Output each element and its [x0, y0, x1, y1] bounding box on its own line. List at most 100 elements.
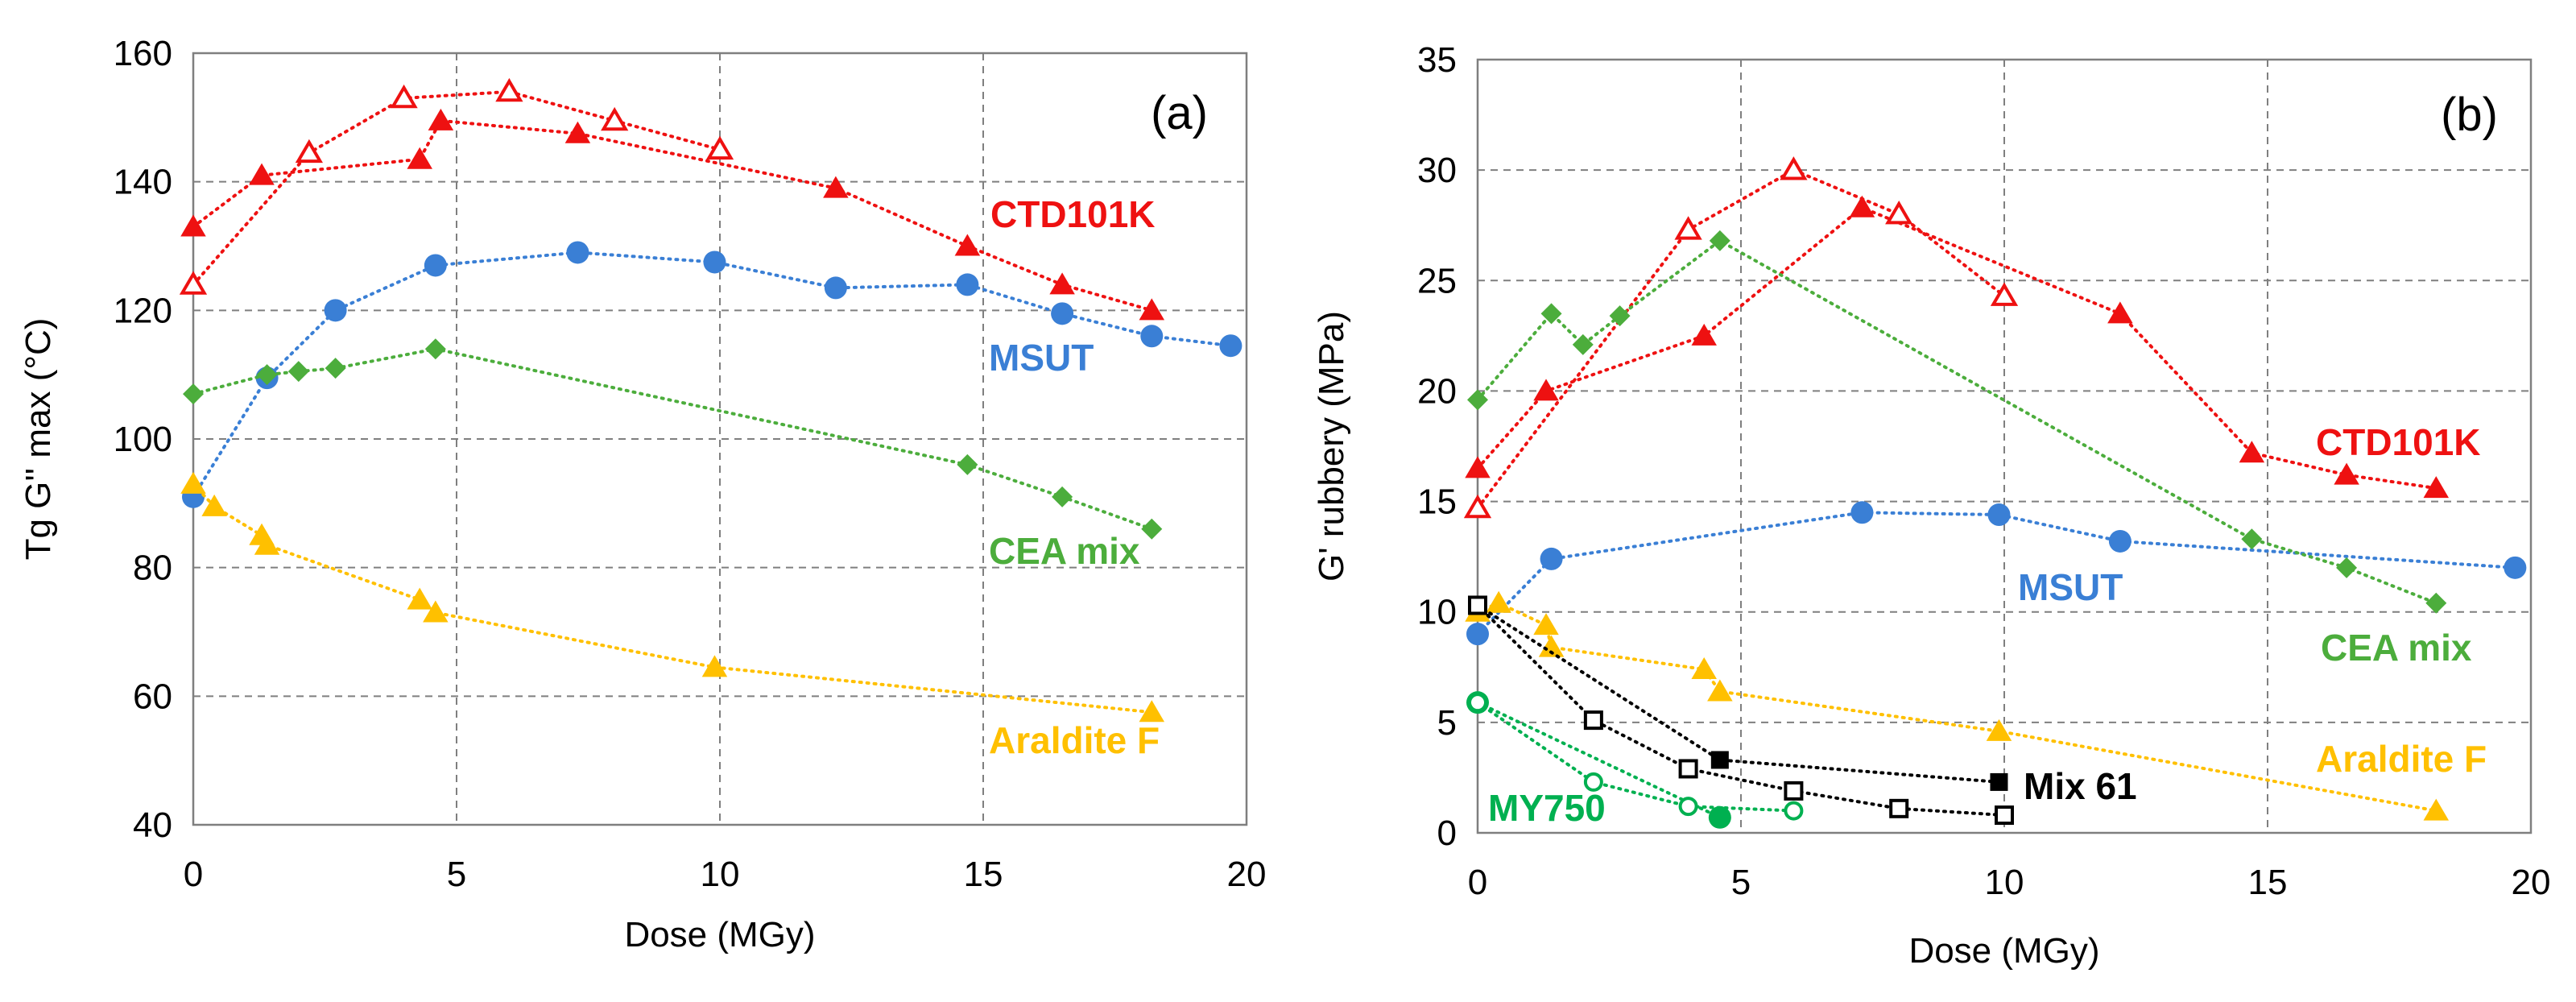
data-point: [1986, 718, 2012, 741]
data-point: [703, 250, 726, 274]
series-label: Araldite F: [989, 719, 1160, 761]
data-point: [705, 135, 734, 160]
data-point: [1691, 323, 1717, 346]
data-point: [407, 587, 432, 610]
chart-panel-a: 40 60 80 100 120 140 160 0 5 10 15 20 Dose (MGy) Tg G…: [19, 34, 1266, 954]
y-tick-label: 35: [1417, 40, 1457, 80]
series-line: [1476, 511, 2517, 636]
data-point: [2336, 557, 2358, 578]
x-tick-label: 5: [1731, 863, 1751, 902]
y-tick-label: 140: [114, 163, 172, 202]
data-point: [1140, 325, 1164, 348]
series-line: [1476, 601, 2438, 813]
data-point: [1049, 272, 1075, 295]
series-label: Mix 61: [2024, 765, 2137, 807]
data-point: [2334, 462, 2359, 485]
data-point: [1572, 333, 1594, 355]
series-label: CEA mix: [989, 530, 1140, 572]
y-tick-label: 15: [1417, 482, 1457, 522]
data-point: [954, 234, 981, 256]
y-tick-label: 30: [1417, 151, 1457, 190]
y-tick-label: 40: [133, 805, 172, 845]
data-point: [249, 163, 275, 185]
data-point: [956, 273, 979, 296]
series-line: [192, 482, 1154, 714]
series-label: MSUT: [989, 337, 1094, 379]
data-point: [1987, 503, 2011, 527]
data-point: [1139, 700, 1165, 723]
series-label: CTD101K: [990, 193, 1156, 235]
data-point: [1710, 751, 1729, 769]
data-point: [2423, 476, 2450, 499]
data-point: [1583, 710, 1603, 731]
data-point: [1678, 797, 1698, 817]
data-point: [324, 299, 347, 322]
data-point: [601, 106, 629, 131]
data-point: [1784, 780, 1804, 801]
chart-panel-b: 0 5 10 15 20 25 30 35 0 5 10 15 20 Dose (MGy) G' rubbe…: [1312, 40, 2550, 971]
data-point: [2504, 556, 2527, 579]
series-line: [1476, 205, 2438, 491]
y-tick-label: 5: [1437, 703, 1457, 743]
data-point: [179, 271, 208, 295]
x-tick-label: 15: [2248, 863, 2288, 902]
data-point: [1709, 230, 1730, 251]
x-tick-label: 20: [1227, 855, 1267, 894]
y-tick-label: 20: [1417, 371, 1457, 411]
data-point: [2108, 529, 2132, 553]
data-point: [823, 176, 849, 198]
y-tick-label: 100: [114, 420, 172, 459]
data-point: [1707, 679, 1733, 702]
y-tick-label: 25: [1417, 261, 1457, 300]
data-point: [1780, 156, 1808, 180]
data-point: [325, 358, 346, 379]
series-line: [1476, 701, 1796, 813]
plot-frame: [1476, 58, 2533, 834]
data-point: [1051, 302, 1074, 325]
series-line: [192, 118, 1154, 313]
plot-frame: [192, 52, 1248, 826]
data-point: [1540, 303, 1562, 325]
data-point: [1609, 305, 1631, 327]
data-point: [1678, 759, 1698, 779]
y-tick-label: 80: [133, 549, 172, 588]
data-point: [2425, 592, 2447, 614]
x-tick-label: 0: [184, 855, 203, 894]
data-point: [424, 254, 447, 277]
x-tick-label: 15: [964, 855, 1003, 894]
data-point: [183, 383, 204, 405]
data-point: [1463, 494, 1492, 519]
data-point: [957, 453, 978, 475]
data-point: [1486, 590, 1511, 613]
data-point: [1850, 501, 1874, 524]
data-point: [824, 276, 847, 300]
data-point: [1885, 201, 1913, 225]
panel-label: (b): [2441, 89, 2498, 141]
data-point: [701, 655, 728, 677]
data-point: [407, 147, 432, 169]
data-point: [1141, 518, 1163, 540]
data-point: [2107, 301, 2133, 324]
y-tick-label: 60: [133, 677, 172, 716]
y-tick-label: 10: [1417, 593, 1457, 632]
data-point: [424, 338, 446, 360]
data-point: [1691, 657, 1717, 680]
data-point: [495, 77, 523, 102]
data-point: [1708, 805, 1731, 829]
series-line: [1476, 603, 2006, 818]
data-point: [390, 84, 418, 109]
y-axis-title: G' rubbery (MPa): [1312, 311, 1351, 582]
series-label: MSUT: [2018, 566, 2123, 608]
y-tick-label: 160: [114, 34, 172, 73]
data-point: [256, 364, 278, 386]
series-label: MY750: [1488, 787, 1606, 829]
data-point: [1538, 635, 1565, 657]
data-point: [254, 532, 280, 555]
data-point: [201, 494, 227, 516]
data-point: [1583, 772, 1603, 792]
data-point: [1674, 216, 1702, 240]
y-tick-label: 120: [114, 291, 172, 330]
data-point: [1468, 595, 1487, 615]
data-point: [1889, 798, 1909, 818]
